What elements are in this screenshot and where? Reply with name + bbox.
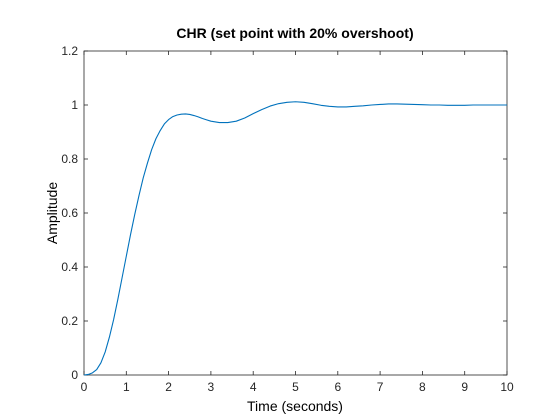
x-tick-label: 3	[208, 380, 215, 394]
y-tick-label: 0.8	[61, 152, 78, 166]
x-tick-label: 1	[123, 380, 130, 394]
chart-title: CHR (set point with 20% overshoot)	[176, 25, 413, 41]
x-tick-label: 2	[165, 380, 172, 394]
y-tick-label: 0.6	[61, 206, 78, 220]
y-tick-label: 0	[71, 368, 78, 382]
x-tick-label: 0	[81, 380, 88, 394]
step-response-line	[83, 101, 507, 376]
x-tick-label: 9	[461, 380, 468, 394]
y-tick-label: 0.2	[61, 314, 78, 328]
y-tick-label: 1.2	[61, 44, 78, 58]
axes-box	[83, 50, 508, 376]
x-tick-label: 10	[500, 380, 514, 394]
plot-area: 0 1 2 3 4 5 6 7 8 9 10 0 0.2 0.4 0.6 0.8 1 1.2	[61, 44, 514, 394]
x-tick-label: 6	[334, 380, 341, 394]
y-tick-label: 0.4	[61, 260, 78, 274]
x-tick-label: 4	[250, 380, 257, 394]
x-axis-label: Time (seconds)	[247, 398, 343, 414]
x-tick-label: 5	[292, 380, 299, 394]
y-tick-label: 1	[71, 98, 78, 112]
y-axis-label: Amplitude	[44, 182, 60, 244]
x-tick-label: 8	[419, 380, 426, 394]
x-tick-label: 7	[377, 380, 384, 394]
